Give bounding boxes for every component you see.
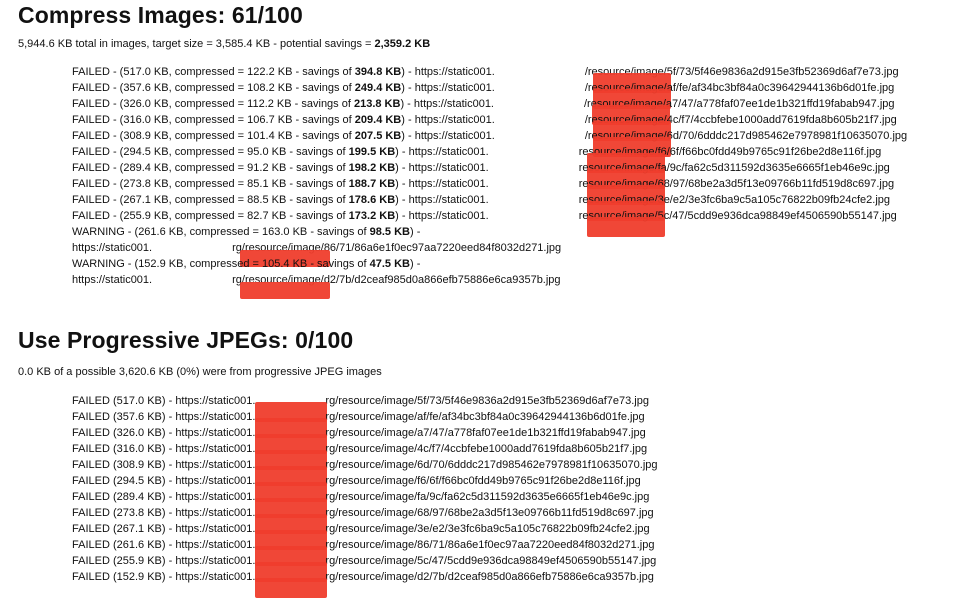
compress-images-list: FAILED - (517.0 KB, compressed = 122.2 K…	[72, 64, 907, 299]
compress-images-title: Compress Images: 61/100	[18, 2, 303, 28]
savings-value: 178.6 KB	[348, 194, 396, 206]
compress-row: FAILED - (273.8 KB, compressed = 85.1 KB…	[72, 176, 907, 205]
warning-url-row: https://static001. rg/resource/image/86/7…	[72, 240, 907, 267]
progressive-row: FAILED (255.9 KB) - https://static001. rg…	[72, 553, 658, 582]
image-url-link[interactable]: rg/resource/image/6d/70/6dddc217d985462e…	[325, 459, 658, 471]
redaction-mark	[255, 514, 328, 534]
redaction-mark	[592, 137, 671, 157]
redaction-mark	[586, 153, 665, 173]
savings-value: 213.8 KB	[353, 98, 401, 110]
redaction-mark	[255, 578, 328, 598]
warning-row: WARNING - (261.6 KB, compressed = 163.0 …	[72, 226, 421, 238]
savings-value: 394.8 KB	[354, 66, 402, 78]
redaction-mark	[255, 562, 328, 582]
redaction-mark	[592, 89, 671, 109]
redaction-mark	[255, 418, 328, 438]
image-url-link[interactable]: rg/resource/image/af/fe/af34bc3bf84a0c39…	[325, 411, 645, 423]
progressive-row: FAILED (273.8 KB) - https://static001. rg…	[72, 505, 658, 534]
compress-row: FAILED - (357.6 KB, compressed = 108.2 K…	[72, 80, 907, 109]
redaction-mark	[586, 169, 665, 189]
image-url-link[interactable]: rg/resource/image/f6/6f/f66bc0fdd49b9765…	[325, 475, 641, 487]
redaction-mark	[586, 217, 665, 237]
redaction-mark	[586, 185, 665, 205]
redaction-mark	[586, 201, 665, 221]
progressive-jpeg-list: FAILED (517.0 KB) - https://static001. rg…	[72, 393, 658, 598]
redaction-mark	[240, 282, 331, 299]
savings-value: 209.4 KB	[354, 114, 402, 126]
progressive-row: FAILED (357.6 KB) - https://static001. rg…	[72, 409, 658, 438]
progressive-row: FAILED (294.5 KB) - https://static001. rg…	[72, 473, 658, 502]
redaction-mark	[255, 530, 328, 550]
redaction-mark	[255, 434, 328, 454]
progressive-row: FAILED (267.1 KB) - https://static001. rg…	[72, 521, 658, 550]
compress-summary-text: 5,944.6 KB total in images, target size …	[18, 38, 375, 50]
compress-summary-savings: 2,359.2 KB	[374, 38, 431, 50]
progressive-row: FAILED (517.0 KB) - https://static001. rg…	[72, 393, 658, 422]
image-url-link[interactable]: rg/resource/image/68/97/68be2a3d5f13e097…	[325, 507, 654, 519]
redaction-mark	[255, 546, 328, 566]
savings-value: 249.4 KB	[354, 82, 402, 94]
redaction-mark	[255, 450, 328, 470]
image-url-link[interactable]: rg/resource/image/fa/9c/fa62c5d311592d36…	[325, 491, 650, 503]
redaction-mark	[592, 121, 671, 141]
compress-row: FAILED - (517.0 KB, compressed = 122.2 K…	[72, 64, 907, 93]
progressive-row: FAILED (152.9 KB) - https://static001. rg…	[72, 569, 658, 598]
redaction-mark	[255, 466, 328, 486]
progressive-row: FAILED (261.6 KB) - https://static001. rg…	[72, 537, 658, 566]
progressive-row: FAILED (308.9 KB) - https://static001. rg…	[72, 457, 658, 486]
redaction-mark	[255, 482, 328, 502]
image-url-link[interactable]: https://static001.	[72, 274, 153, 286]
warning-row: WARNING - (152.9 KB, compressed = 105.4 …	[72, 258, 421, 270]
compress-row: FAILED - (316.0 KB, compressed = 106.7 K…	[72, 112, 907, 141]
redaction-mark	[255, 402, 328, 422]
image-url-link[interactable]: rg/resource/image/d2/7b/d2ceaf985d0a866e…	[325, 571, 654, 583]
progressive-row: FAILED (289.4 KB) - https://static001. rg…	[72, 489, 658, 518]
redaction-mark	[592, 73, 671, 93]
redaction-mark	[592, 105, 670, 125]
redaction-mark	[240, 250, 331, 267]
warning-url-row: https://static001. rg/resource/image/d2/7…	[72, 272, 907, 299]
image-url-link[interactable]: https://static001.	[72, 242, 153, 254]
compress-images-summary: 5,944.6 KB total in images, target size …	[18, 38, 430, 50]
image-url-link[interactable]: rg/resource/image/3e/e2/3e3fc6ba9c5a105c…	[325, 523, 650, 535]
image-url-link[interactable]: rg/resource/image/5f/73/5f46e9836a2d915e…	[325, 395, 649, 407]
compress-row: FAILED - (326.0 KB, compressed = 112.2 K…	[72, 96, 907, 125]
image-url-link[interactable]: rg/resource/image/5c/47/5cdd9e936dca9884…	[325, 555, 657, 567]
savings-value: 188.7 KB	[348, 178, 396, 190]
compress-row: FAILED - (267.1 KB, compressed = 88.5 KB…	[72, 192, 907, 221]
savings-value: 47.5 KB	[369, 258, 410, 270]
image-url-link[interactable]: rg/resource/image/4c/f7/4ccbfebe1000add7…	[325, 443, 648, 455]
compress-row: FAILED - (289.4 KB, compressed = 91.2 KB…	[72, 160, 907, 189]
redaction-mark	[255, 498, 328, 518]
progressive-jpeg-title: Use Progressive JPEGs: 0/100	[18, 327, 354, 353]
progressive-jpeg-summary: 0.0 KB of a possible 3,620.6 KB (0%) wer…	[18, 366, 382, 378]
savings-value: 198.2 KB	[348, 162, 396, 174]
image-url-link[interactable]: rg/resource/image/a7/47/a778faf07ee1de1b…	[325, 427, 646, 439]
savings-value: 199.5 KB	[348, 146, 396, 158]
savings-value: 173.2 KB	[348, 210, 396, 222]
compress-row: FAILED - (255.9 KB, compressed = 82.7 KB…	[72, 208, 907, 237]
savings-value: 98.5 KB	[369, 226, 410, 238]
progressive-row: FAILED (316.0 KB) - https://static001. rg…	[72, 441, 658, 470]
image-url-link[interactable]: rg/resource/image/86/71/86a6e1f0ec97aa72…	[325, 539, 655, 551]
compress-row: FAILED - (294.5 KB, compressed = 95.0 KB…	[72, 144, 907, 173]
compress-row: FAILED - (308.9 KB, compressed = 101.4 K…	[72, 128, 907, 157]
progressive-row: FAILED (326.0 KB) - https://static001. rg…	[72, 425, 658, 454]
savings-value: 207.5 KB	[354, 130, 402, 142]
